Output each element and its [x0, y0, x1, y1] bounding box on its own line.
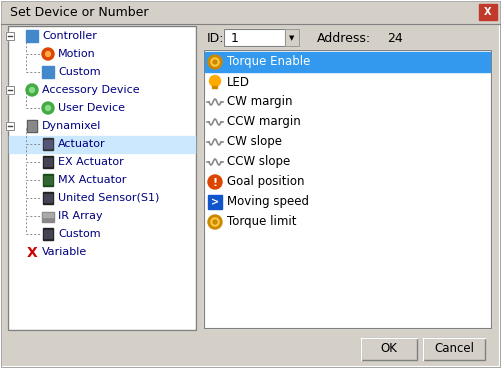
- Circle shape: [30, 88, 35, 92]
- Circle shape: [211, 218, 219, 226]
- Text: Motion: Motion: [58, 49, 96, 59]
- Bar: [44, 230, 52, 238]
- Circle shape: [46, 52, 51, 57]
- Text: >: >: [211, 197, 219, 207]
- Text: IR Array: IR Array: [58, 211, 103, 221]
- Circle shape: [211, 58, 219, 66]
- Bar: [44, 194, 52, 202]
- Bar: [8, 26, 196, 330]
- Text: ID:: ID:: [207, 32, 224, 45]
- Bar: [28, 121, 36, 131]
- Text: CCW margin: CCW margin: [227, 116, 301, 128]
- Bar: [361, 338, 417, 360]
- Text: OK: OK: [381, 343, 397, 355]
- Text: Cancel: Cancel: [434, 343, 474, 355]
- Circle shape: [209, 75, 220, 86]
- Bar: [423, 338, 485, 360]
- Text: ▼: ▼: [289, 35, 295, 41]
- Text: LED: LED: [227, 75, 250, 88]
- Bar: [204, 50, 491, 328]
- Text: Accessory Device: Accessory Device: [42, 85, 140, 95]
- Bar: [361, 338, 417, 360]
- Text: X: X: [27, 246, 38, 260]
- Text: 24: 24: [387, 32, 403, 45]
- Text: User Device: User Device: [58, 103, 125, 113]
- Bar: [42, 66, 54, 78]
- Circle shape: [46, 106, 51, 110]
- Bar: [285, 29, 299, 46]
- Bar: [208, 195, 222, 209]
- Text: Goal position: Goal position: [227, 176, 305, 188]
- Text: EX Actuator: EX Actuator: [58, 157, 124, 167]
- Bar: [6, 32, 14, 40]
- Bar: [26, 30, 38, 42]
- Text: MX Actuator: MX Actuator: [58, 175, 126, 185]
- Bar: [43, 138, 53, 150]
- Text: 1: 1: [231, 32, 239, 45]
- Bar: [2, 2, 499, 24]
- Bar: [423, 338, 485, 360]
- Bar: [6, 32, 14, 40]
- Text: Custom: Custom: [58, 67, 101, 77]
- Bar: [204, 50, 491, 328]
- Text: CW slope: CW slope: [227, 135, 282, 149]
- Text: CCW slope: CCW slope: [227, 156, 290, 169]
- Bar: [9, 136, 195, 153]
- Text: CW margin: CW margin: [227, 96, 293, 109]
- Bar: [202, 26, 493, 330]
- Text: Set Device or Number: Set Device or Number: [10, 7, 148, 20]
- Text: Torque limit: Torque limit: [227, 216, 297, 229]
- Text: Controller: Controller: [42, 31, 97, 41]
- Circle shape: [26, 84, 38, 96]
- Circle shape: [208, 215, 222, 229]
- Bar: [44, 176, 52, 184]
- Bar: [43, 213, 53, 217]
- Circle shape: [213, 60, 217, 64]
- Bar: [6, 86, 14, 94]
- Circle shape: [208, 175, 222, 189]
- Bar: [212, 85, 217, 88]
- Bar: [6, 122, 14, 130]
- Bar: [27, 120, 37, 132]
- Bar: [42, 212, 54, 222]
- Text: Variable: Variable: [42, 247, 87, 257]
- Text: United Sensor(S1): United Sensor(S1): [58, 193, 159, 203]
- Text: Dynamixel: Dynamixel: [42, 121, 101, 131]
- Bar: [44, 158, 52, 166]
- Circle shape: [208, 55, 222, 69]
- Circle shape: [42, 102, 54, 114]
- Text: Torque Enable: Torque Enable: [227, 56, 311, 68]
- Circle shape: [213, 220, 217, 224]
- Bar: [224, 29, 299, 46]
- Bar: [43, 228, 53, 240]
- Text: Custom: Custom: [58, 229, 101, 239]
- Text: !: !: [212, 177, 217, 188]
- Text: Address:: Address:: [317, 32, 371, 45]
- Text: X: X: [484, 7, 492, 17]
- Bar: [205, 52, 490, 72]
- Bar: [479, 4, 497, 20]
- Text: Actuator: Actuator: [58, 139, 106, 149]
- Bar: [43, 192, 53, 204]
- Bar: [43, 174, 53, 186]
- Bar: [8, 26, 196, 330]
- Text: Moving speed: Moving speed: [227, 195, 309, 209]
- Bar: [6, 86, 14, 94]
- Circle shape: [42, 48, 54, 60]
- Bar: [6, 122, 14, 130]
- Bar: [285, 29, 299, 46]
- Bar: [43, 156, 53, 168]
- Bar: [224, 29, 299, 46]
- Bar: [44, 140, 52, 148]
